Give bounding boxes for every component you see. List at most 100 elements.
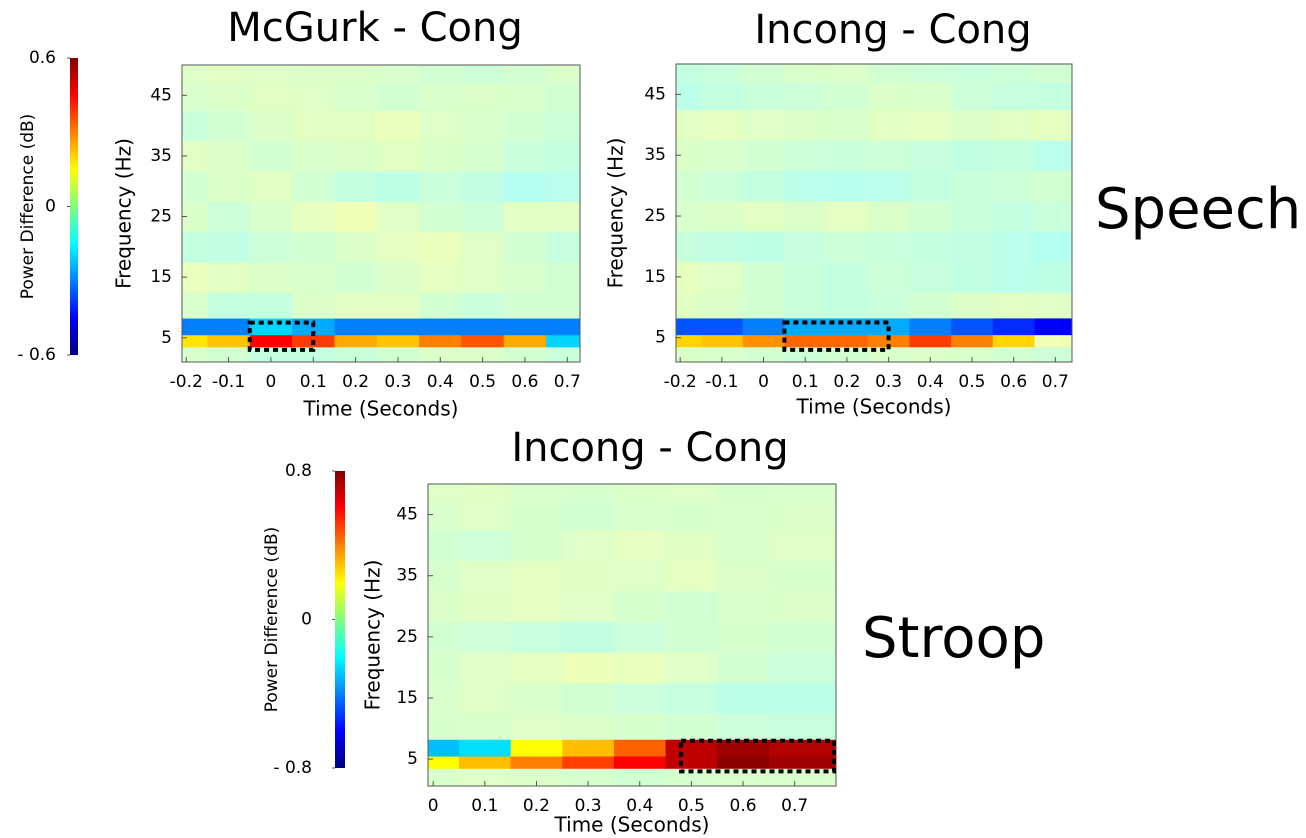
- chart-title: Incong - Cong: [754, 7, 1031, 53]
- heat-cell: [951, 292, 994, 319]
- heat-cell: [182, 346, 208, 362]
- heat-cell: [458, 621, 512, 653]
- x-tick-label: 0: [266, 372, 277, 392]
- plot-frame: [181, 64, 581, 363]
- heat-cell: [458, 560, 512, 592]
- heat-cell: [909, 346, 952, 362]
- heat-cell: [701, 64, 744, 83]
- heat-cell: [867, 231, 910, 263]
- heat-cell: [717, 713, 770, 740]
- heat-cell: [701, 261, 744, 293]
- heat-cell: [458, 756, 512, 769]
- heat-cell: [207, 140, 251, 172]
- heat-cell: [376, 110, 420, 142]
- heat-cell: [676, 64, 702, 83]
- y-tick-label: 25: [150, 207, 172, 227]
- heat-cell: [784, 64, 827, 83]
- heat-cell: [182, 65, 208, 84]
- heat-cell: [701, 346, 744, 362]
- x-tick-label: 0.1: [792, 372, 819, 392]
- heat-cell: [717, 739, 770, 757]
- heat-cell: [701, 170, 744, 202]
- x-axis-label: Time (Seconds): [554, 813, 710, 837]
- heat-cell: [546, 318, 580, 336]
- heat-cell: [419, 318, 462, 336]
- highlight-box: [782, 320, 891, 352]
- heat-cell: [701, 200, 744, 232]
- y-tick-label: 35: [150, 146, 172, 166]
- plot-frame: [675, 63, 1073, 363]
- heat-cell: [182, 83, 208, 111]
- heat-cell: [428, 652, 460, 684]
- colorbar-tick-label: 0.6: [29, 48, 56, 68]
- heat-cell: [419, 334, 462, 348]
- heat-cell: [461, 65, 505, 84]
- heat-cell: [613, 768, 667, 786]
- heat-cell: [461, 83, 505, 111]
- y-tick-label: 15: [644, 267, 666, 287]
- x-tick-label: 0.3: [575, 796, 602, 816]
- heat-cell: [665, 713, 718, 740]
- heat-cell: [717, 560, 770, 592]
- x-tick-label: -0.2: [664, 372, 697, 392]
- y-tick-label: 5: [407, 749, 418, 769]
- heatmap-cells: [428, 484, 836, 786]
- heat-cell: [376, 83, 420, 111]
- heat-cell: [768, 621, 836, 653]
- heat-cell: [992, 200, 1035, 232]
- heat-cell: [419, 261, 462, 293]
- x-tick-label: 0.7: [554, 372, 581, 392]
- heat-cell: [334, 201, 378, 233]
- heat-cell: [768, 652, 836, 684]
- heat-cell: [951, 317, 994, 336]
- heat-cell: [951, 334, 994, 348]
- heat-cell: [665, 768, 718, 786]
- heat-cell: [419, 83, 462, 111]
- heat-cell: [458, 652, 512, 684]
- colorbar-tick-label: - 0.8: [273, 758, 312, 778]
- heat-cell: [742, 261, 785, 293]
- heat-cell: [909, 317, 952, 336]
- heat-cell: [701, 317, 744, 336]
- x-tick-label: 0.4: [626, 796, 653, 816]
- heat-cell: [665, 484, 718, 503]
- heat-cell: [419, 110, 462, 142]
- heat-cell: [701, 231, 744, 263]
- heat-cell: [867, 82, 910, 111]
- heat-cell: [182, 334, 208, 348]
- heat-cell: [992, 317, 1035, 336]
- heat-cell: [458, 502, 512, 531]
- heat-cell: [768, 739, 836, 757]
- heat-cell: [376, 318, 420, 336]
- heat-cell: [207, 318, 251, 336]
- heat-cell: [334, 261, 378, 293]
- heat-cell: [461, 261, 505, 293]
- heat-cell: [665, 682, 718, 714]
- heat-cell: [207, 231, 251, 263]
- heat-cell: [503, 83, 547, 111]
- heat-cell: [784, 292, 827, 319]
- heat-cell: [676, 231, 702, 263]
- heat-cell: [461, 201, 505, 233]
- heat-cell: [613, 621, 667, 653]
- heat-cell: [292, 231, 335, 263]
- heat-cell: [562, 756, 615, 769]
- heat-cell: [207, 292, 251, 319]
- heat-cell: [784, 140, 827, 171]
- heat-cell: [951, 200, 994, 232]
- heat-cell: [334, 83, 378, 111]
- x-tick-label: -0.1: [212, 372, 245, 392]
- heat-cell: [292, 65, 335, 84]
- chart-title: Incong - Cong: [511, 425, 788, 471]
- heat-cell: [951, 170, 994, 202]
- heat-cell: [951, 64, 994, 83]
- y-tick-label: 45: [396, 505, 418, 525]
- heat-cell: [292, 292, 335, 319]
- heat-cell: [461, 318, 505, 336]
- colorbar: [335, 471, 345, 768]
- x-tick-label: 0: [758, 372, 769, 392]
- y-axis-label: Frequency (Hz): [112, 138, 136, 289]
- heat-cell: [546, 83, 580, 111]
- heat-cell: [826, 200, 869, 232]
